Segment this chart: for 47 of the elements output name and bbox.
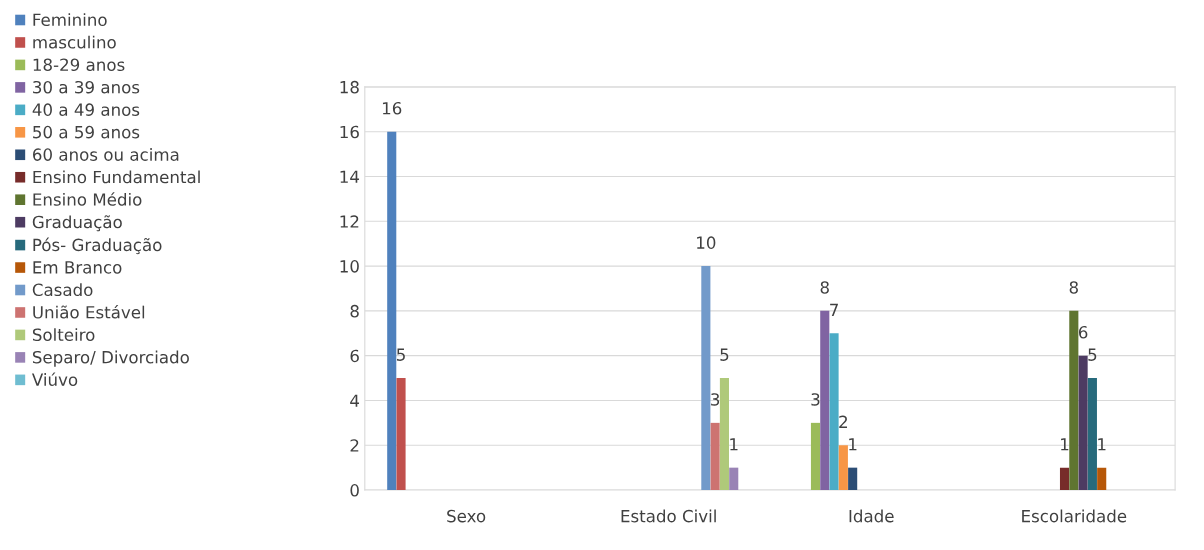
legend-label: Ensino Médio — [33, 192, 142, 206]
legend-label: Solteiro — [32, 328, 95, 342]
legend-label: masculino — [33, 35, 116, 49]
data-label: 1 — [1061, 438, 1069, 451]
legend-label: Viúvo — [31, 372, 78, 386]
data-label: 6 — [1078, 325, 1088, 339]
data-label: 5 — [720, 348, 729, 361]
y-tick-label: 2 — [350, 439, 359, 452]
legend-label: 30 a 39 anos — [33, 80, 140, 94]
legend-label: Separo/ Divorciado — [32, 350, 189, 367]
x-tick-label: Sexo — [447, 509, 486, 523]
legend-label: Em Branco — [33, 261, 122, 274]
data-label: 7 — [830, 303, 838, 316]
data-label: 8 — [820, 281, 829, 294]
data-label: 1 — [849, 438, 857, 451]
data-label: 5 — [397, 348, 405, 361]
y-tick-label: 4 — [350, 394, 360, 407]
legend-label: União Estável — [33, 305, 145, 319]
x-tick-label: Idade — [849, 509, 894, 523]
y-tick-label: 14 — [340, 170, 360, 183]
x-tick-label: Escolaridade — [1022, 509, 1127, 523]
y-tick-label: 8 — [350, 304, 359, 318]
data-label: 5 — [1088, 348, 1097, 361]
x-tick-label: Estado Civil — [621, 509, 716, 523]
legend-label: 40 a 49 anos — [32, 103, 140, 116]
y-tick-label: 10 — [340, 260, 359, 273]
data-label: 1 — [1098, 438, 1106, 451]
data-label: 1 — [730, 438, 738, 451]
data-label: 10 — [697, 236, 716, 249]
legend-label: Graduação — [32, 215, 122, 232]
y-tick-label: 0 — [350, 484, 359, 497]
y-tick-label: 18 — [340, 80, 359, 94]
data-label: 3 — [711, 393, 720, 406]
legend-label: Casado — [32, 283, 93, 297]
legend-label: 18-29 anos — [33, 58, 125, 72]
legend-label: 60 anos ou acima — [33, 147, 179, 161]
legend-label: Pós- Graduação — [33, 237, 162, 255]
data-label: 16 — [382, 101, 402, 115]
y-tick-label: 16 — [340, 125, 359, 139]
data-label: 3 — [811, 393, 820, 406]
data-label: 8 — [1069, 281, 1078, 294]
legend-label: 50 a 59 anos — [33, 125, 140, 139]
y-tick-label: 12 — [340, 215, 359, 228]
legend-label: Ensino Fundamental — [33, 170, 200, 184]
data-label: 2 — [839, 415, 847, 428]
y-tick-label: 6 — [350, 349, 359, 363]
legend-label: Feminino — [33, 13, 107, 27]
